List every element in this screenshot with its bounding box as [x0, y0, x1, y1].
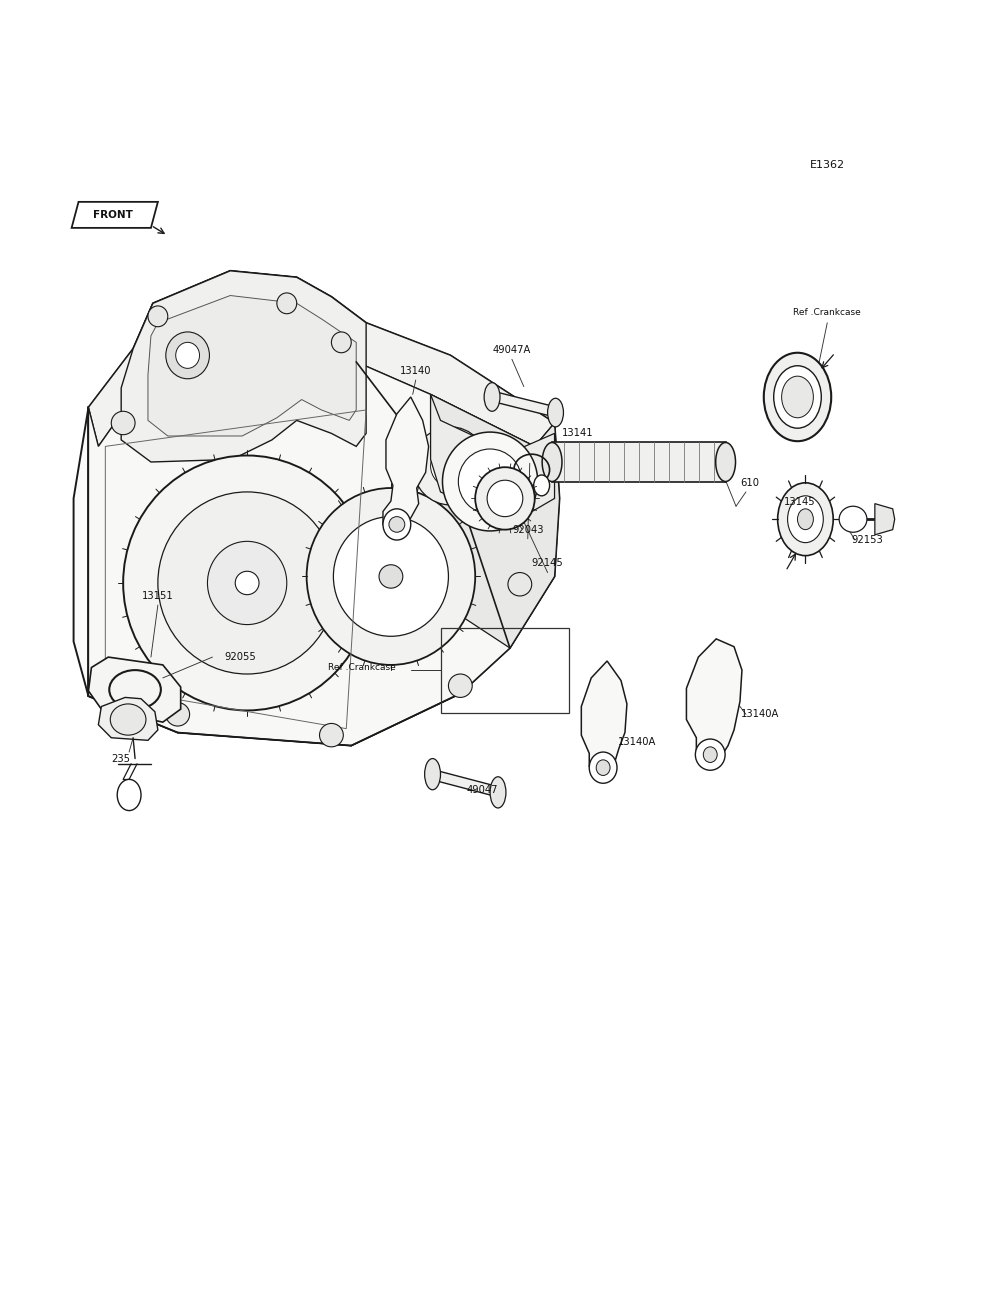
Ellipse shape	[542, 442, 562, 482]
Ellipse shape	[839, 507, 867, 533]
Polygon shape	[552, 442, 726, 482]
Text: E1362: E1362	[810, 161, 845, 170]
Text: FRONT: FRONT	[93, 209, 133, 220]
Text: Ref .Crankcase: Ref .Crankcase	[328, 662, 396, 672]
Text: 49047A: 49047A	[493, 346, 531, 355]
Ellipse shape	[158, 492, 336, 674]
Polygon shape	[121, 271, 366, 462]
Text: 13145: 13145	[784, 497, 815, 508]
Ellipse shape	[596, 759, 610, 775]
Ellipse shape	[111, 411, 135, 435]
Text: 13140A: 13140A	[741, 709, 779, 720]
Ellipse shape	[333, 517, 448, 636]
Ellipse shape	[487, 480, 523, 517]
Text: 92055: 92055	[224, 652, 256, 662]
Polygon shape	[490, 390, 558, 418]
Text: 13141: 13141	[562, 428, 593, 439]
Ellipse shape	[778, 483, 833, 555]
Ellipse shape	[782, 376, 813, 418]
Text: 92043: 92043	[512, 525, 544, 534]
Ellipse shape	[123, 456, 371, 711]
Ellipse shape	[490, 776, 506, 808]
Ellipse shape	[379, 564, 403, 588]
Polygon shape	[431, 394, 555, 525]
Polygon shape	[98, 698, 158, 741]
Ellipse shape	[788, 496, 823, 543]
Polygon shape	[72, 202, 158, 228]
Polygon shape	[88, 657, 181, 723]
Ellipse shape	[425, 758, 441, 789]
Text: 13140: 13140	[400, 367, 431, 376]
Ellipse shape	[307, 488, 475, 665]
Text: 92153: 92153	[851, 535, 883, 545]
Polygon shape	[383, 397, 429, 533]
Text: 49047: 49047	[466, 785, 498, 795]
Ellipse shape	[110, 704, 146, 736]
Ellipse shape	[148, 306, 168, 327]
Text: Ref .Crankcase: Ref .Crankcase	[793, 308, 860, 317]
Ellipse shape	[320, 724, 343, 747]
Ellipse shape	[277, 293, 297, 314]
Ellipse shape	[798, 509, 813, 530]
Polygon shape	[148, 296, 356, 436]
Ellipse shape	[166, 332, 209, 378]
Ellipse shape	[442, 432, 538, 531]
Ellipse shape	[166, 703, 190, 726]
Polygon shape	[88, 271, 555, 446]
Ellipse shape	[176, 343, 200, 368]
Ellipse shape	[448, 674, 472, 698]
Ellipse shape	[331, 332, 351, 352]
Ellipse shape	[508, 572, 532, 596]
Polygon shape	[88, 336, 555, 746]
Text: 610: 610	[740, 478, 759, 488]
Text: 92145: 92145	[532, 559, 563, 568]
Ellipse shape	[117, 779, 141, 810]
Text: 13140A: 13140A	[618, 737, 656, 746]
Polygon shape	[74, 271, 560, 746]
Ellipse shape	[431, 445, 470, 487]
Ellipse shape	[235, 571, 259, 594]
Ellipse shape	[534, 475, 550, 496]
Ellipse shape	[589, 753, 617, 783]
Polygon shape	[431, 394, 560, 648]
Ellipse shape	[703, 747, 717, 762]
Ellipse shape	[716, 442, 736, 482]
Text: 235: 235	[112, 754, 131, 763]
Ellipse shape	[383, 509, 411, 541]
Ellipse shape	[207, 542, 287, 624]
Polygon shape	[875, 504, 895, 535]
Ellipse shape	[764, 352, 831, 441]
Ellipse shape	[774, 365, 821, 428]
Ellipse shape	[389, 517, 405, 533]
Polygon shape	[686, 639, 742, 763]
Ellipse shape	[548, 398, 563, 427]
Ellipse shape	[484, 382, 500, 411]
Polygon shape	[431, 768, 500, 797]
Polygon shape	[581, 661, 627, 776]
Ellipse shape	[458, 449, 522, 514]
Ellipse shape	[413, 427, 488, 505]
Ellipse shape	[111, 662, 135, 686]
Ellipse shape	[475, 467, 535, 530]
Text: 13151: 13151	[142, 590, 174, 601]
Ellipse shape	[695, 740, 725, 770]
